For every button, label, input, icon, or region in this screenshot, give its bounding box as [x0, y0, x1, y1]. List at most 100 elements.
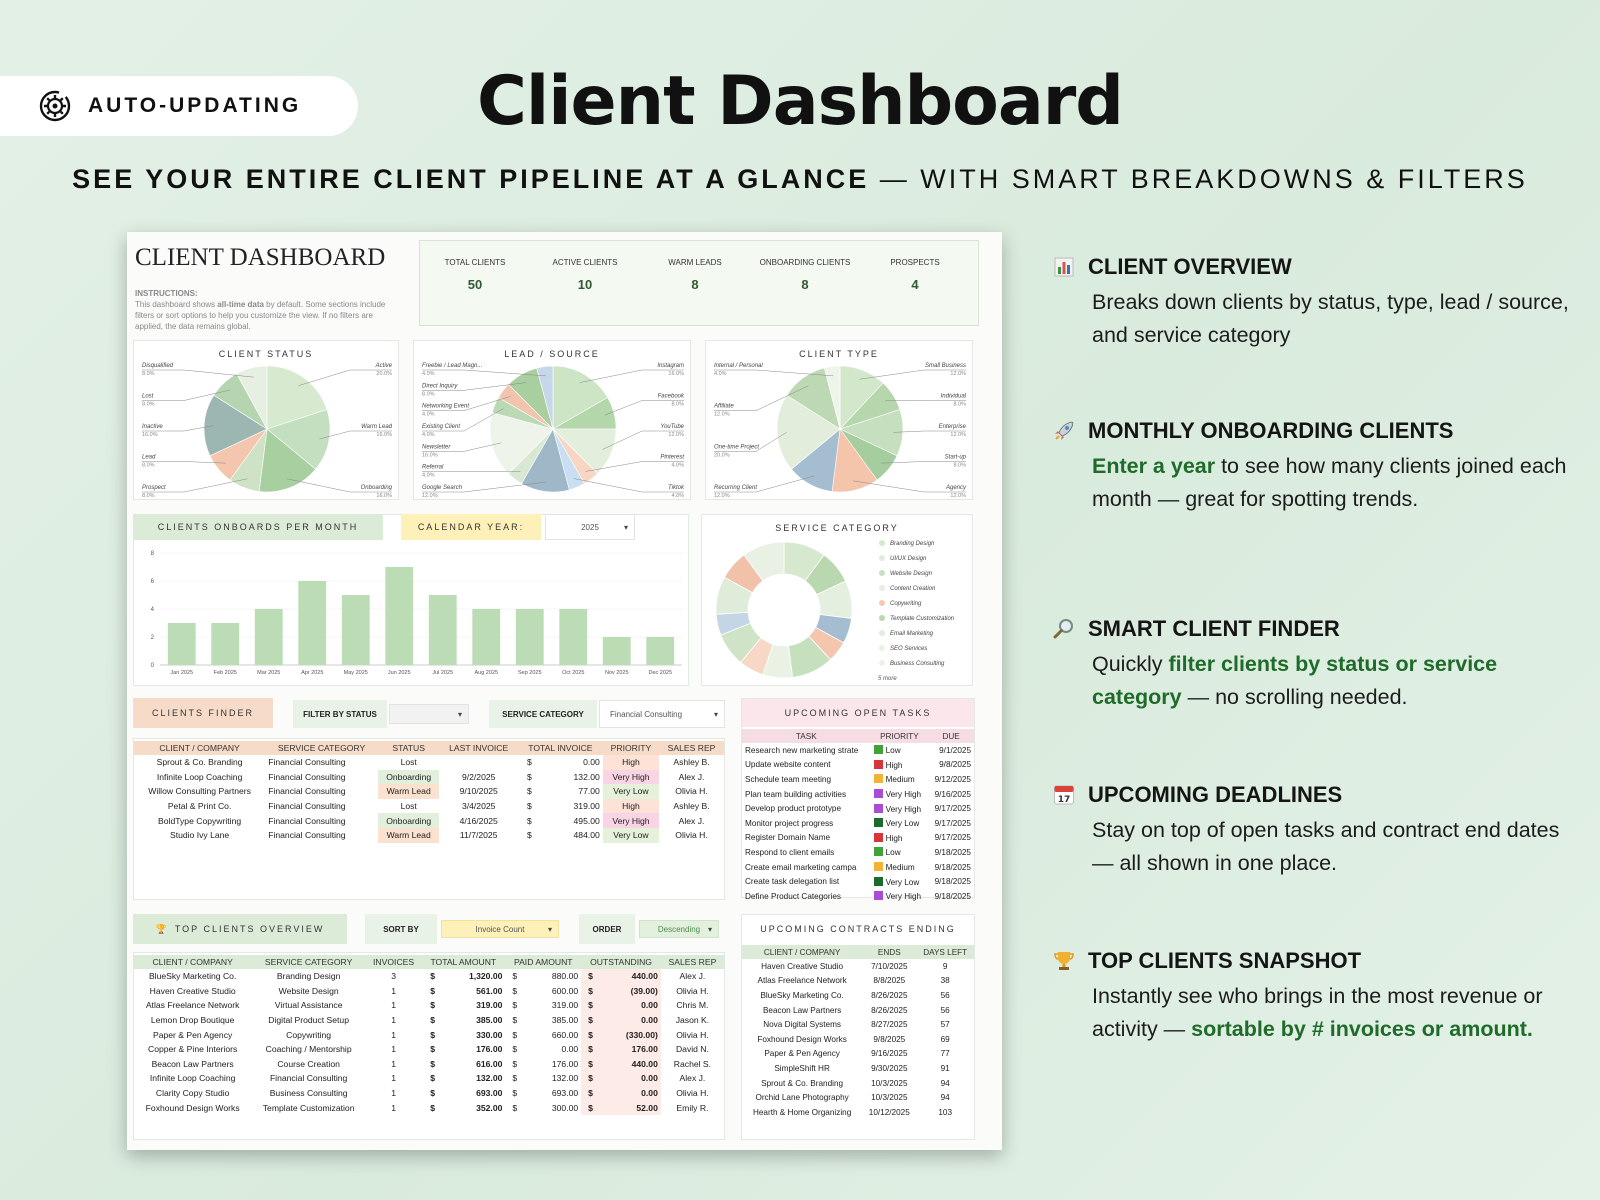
currency-symbol: $	[430, 1088, 435, 1099]
contract-row: Hearth & Home Organizing 10/12/2025 103	[742, 1105, 974, 1120]
legend-more: 5 more	[878, 676, 897, 682]
table-cell: Sprout & Co. Branding	[156, 757, 243, 768]
clients-finder-table: CLIENT / COMPANY SERVICE CATEGORY STATUS LA…	[134, 741, 724, 843]
table-cell: Olivia H.	[675, 786, 708, 797]
feature-text: — no scrolling needed.	[1181, 685, 1408, 709]
contract-row: Beacon Law Partners 8/26/2025 56	[742, 1003, 974, 1018]
table-cell: Atlas Freelance Network	[757, 976, 847, 986]
label-leader-line	[893, 430, 966, 433]
table-cell: Studio Ivy Lane	[169, 830, 230, 841]
feature-desc: Stay on top of open tasks and contract e…	[1092, 814, 1580, 880]
sort-by-dropdown[interactable]: Invoice Count	[441, 920, 559, 938]
filter-by-status-dropdown[interactable]	[389, 704, 469, 724]
table-cell: 91	[940, 1063, 950, 1073]
table-cell: 9/8/2025	[939, 760, 971, 770]
table-cell: 1	[391, 1029, 396, 1040]
table-cell: Lemon Drop Boutique	[150, 1015, 235, 1026]
column-header: DAYS LEFT	[916, 945, 974, 959]
kpi-label: TOTAL CLIENTS	[444, 257, 506, 267]
pie-label: Onboarding	[361, 485, 393, 491]
pie-pct: 8.0%	[142, 463, 155, 469]
priority-cell: High	[871, 831, 929, 846]
amount: 0.00	[561, 1044, 579, 1055]
amount: 176.00	[631, 1044, 658, 1055]
legend-swatch	[879, 555, 885, 561]
feature-title: CLIENT OVERVIEW	[1088, 254, 1292, 279]
paid-cell: $880.00	[505, 969, 581, 984]
pie-label: YouTube	[660, 424, 684, 430]
table-cell: Create task delegation list	[745, 877, 840, 887]
pie-pct: 8.0%	[142, 371, 155, 377]
total-cell: $132.00	[518, 770, 603, 785]
amount: 52.00	[636, 1102, 658, 1113]
table-cell: 9/30/2025	[871, 1063, 908, 1073]
priority-cell: Very High	[602, 769, 660, 785]
table-cell: 9/18/2025	[934, 847, 971, 857]
pie-label: Inactive	[142, 424, 163, 430]
priority-swatch	[873, 891, 883, 901]
outstanding-cell: $0.00	[581, 998, 661, 1013]
total-cell: $0.00	[518, 755, 603, 770]
currency-symbol: $	[588, 1073, 593, 1084]
pie-pct: 8.0%	[142, 493, 155, 499]
priority-swatch	[873, 789, 883, 799]
priority-label: Very High	[885, 804, 922, 814]
feature-text: Breaks down clients by status, type, lea…	[1092, 290, 1569, 347]
table-cell: 3	[391, 971, 396, 982]
feature-title: MONTHLY ONBOARDING CLIENTS	[1088, 418, 1454, 443]
priority-label: High	[885, 760, 903, 770]
priority-swatch	[873, 803, 883, 813]
column-header: SERVICE CATEGORY	[265, 741, 378, 755]
paid-cell: $319.00	[505, 998, 581, 1013]
currency-symbol: $	[526, 757, 532, 768]
table-cell: Atlas Freelance Network	[145, 1000, 240, 1011]
total-cell: $132.00	[421, 1071, 505, 1086]
service-category-dropdown[interactable]: Financial Consulting	[599, 700, 725, 728]
table-cell: Beacon Law Partners	[762, 1005, 842, 1015]
table-cell: Monitor project progress	[745, 818, 834, 828]
table-cell: 9/18/2025	[934, 891, 971, 901]
label-leader-line	[881, 461, 966, 464]
column-header: INVOICES	[365, 955, 422, 969]
x-tick-label: Jan 2025	[170, 670, 193, 676]
amount: 319.00	[551, 1000, 579, 1011]
order-dropdown[interactable]: Descending	[639, 920, 719, 938]
total-cell: $319.00	[421, 998, 505, 1013]
x-tick-label: Dec 2025	[648, 670, 672, 676]
table-cell: 69	[940, 1034, 950, 1044]
pie-slice	[552, 365, 608, 430]
bar	[646, 637, 675, 665]
table-cell: Paper & Pen Agency	[764, 1049, 840, 1059]
priority-cell: Medium	[871, 772, 929, 787]
pie-slice	[258, 428, 316, 493]
pie-pct: 4.0%	[422, 432, 435, 438]
table-cell: Financial Consulting	[268, 830, 346, 841]
total-cell: $616.00	[421, 1057, 505, 1072]
table-cell: 103	[938, 1107, 953, 1117]
column-header: CLIENT / COMPANY	[134, 741, 266, 755]
legend-label: UI/UX Design	[890, 556, 927, 562]
currency-symbol: $	[512, 985, 518, 996]
bar	[472, 609, 501, 665]
legend-swatch	[879, 660, 885, 666]
pie-pct: 8.0%	[953, 402, 966, 408]
currency-symbol: $	[526, 801, 532, 812]
table-row: Petal & Print Co. Financial Consulting Los…	[134, 798, 724, 814]
clients-finder-table-panel: CLIENT / COMPANY SERVICE CATEGORY STATUS LA…	[133, 738, 725, 900]
label-leader-line	[142, 478, 248, 493]
column-header: PRIORITY	[602, 741, 660, 755]
calendar-year-input[interactable]: 2025	[545, 514, 635, 540]
table-cell: 7/10/2025	[871, 961, 908, 971]
amount: 600.00	[551, 985, 579, 996]
table-cell: 9/18/2025	[934, 862, 971, 872]
chart-title: CLIENT STATUS	[218, 349, 314, 359]
pie-pct: 16.0%	[422, 452, 438, 458]
priority-cell: Very Low	[871, 816, 929, 831]
status-cell: Warm Lead	[377, 784, 440, 799]
amount: 300.00	[551, 1102, 579, 1113]
priority-label: Very High	[885, 790, 922, 800]
column-header: OUTSTANDING	[581, 955, 661, 969]
total-cell: $385.00	[421, 1013, 505, 1028]
priority-swatch	[873, 774, 883, 784]
legend-swatch	[879, 570, 885, 576]
